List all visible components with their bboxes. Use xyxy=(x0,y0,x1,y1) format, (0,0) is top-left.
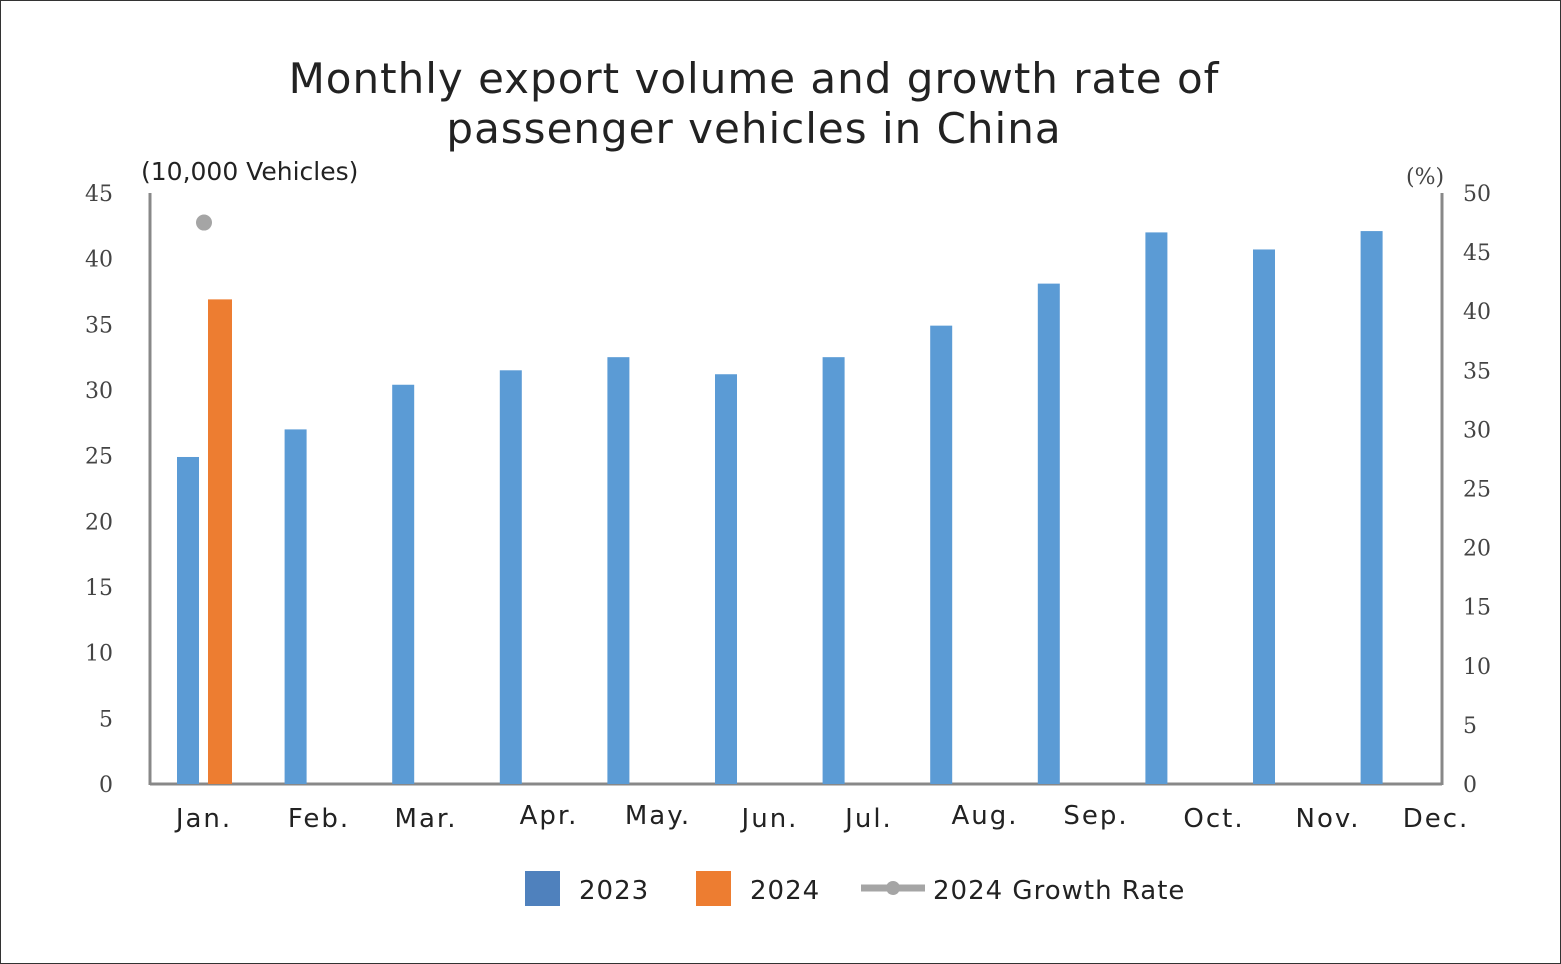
x-tick-label: Aug. xyxy=(951,801,1018,831)
legend-swatch-2024 xyxy=(696,871,731,906)
x-tick-label: Jun. xyxy=(740,804,799,834)
legend-label-growth-rate: 2024 Growth Rate xyxy=(933,876,1185,906)
growth-rate-point xyxy=(196,214,212,231)
y2-tick-label: 50 xyxy=(1463,182,1491,207)
y-tick-label: 45 xyxy=(85,182,113,207)
bar-2023 xyxy=(284,429,307,784)
legend: 2023 2024 2024 Growth Rate xyxy=(525,871,1185,906)
bar-2023 xyxy=(715,374,737,784)
x-tick-label: Jul. xyxy=(843,804,893,834)
legend-label-2023: 2023 xyxy=(579,876,649,906)
legend-swatch-2023 xyxy=(525,871,560,906)
bar-2023 xyxy=(607,357,630,784)
y2-tick-label: 45 xyxy=(1463,241,1491,266)
bar-2023 xyxy=(177,456,199,784)
x-tick-label: Apr. xyxy=(520,801,579,831)
chart-title-line-2: passenger vehicles in China xyxy=(446,104,1061,153)
bar-2023 xyxy=(1253,249,1275,784)
x-tick-label: Oct. xyxy=(1183,804,1244,834)
y-tick-label: 25 xyxy=(85,445,113,470)
y2-tick-label: 20 xyxy=(1463,537,1491,562)
chart-title-line-1: Monthly export volume and growth rate of xyxy=(289,54,1220,103)
bar-2023 xyxy=(392,384,415,784)
x-tick-label: May. xyxy=(625,801,691,831)
bar-2024 xyxy=(208,299,232,784)
legend-marker-growth-rate xyxy=(886,881,900,895)
y2-tick-label: 5 xyxy=(1463,714,1477,739)
x-tick-label: Mar. xyxy=(395,804,458,834)
x-tick-label: Feb. xyxy=(288,804,350,834)
legend-label-2024: 2024 xyxy=(750,876,820,906)
bar-2023 xyxy=(1360,231,1383,784)
y2-axis-label: (%) xyxy=(1406,165,1444,190)
x-tick-label: Dec. xyxy=(1403,804,1470,834)
y-tick-label: 5 xyxy=(99,707,113,732)
y2-tick-label: 25 xyxy=(1463,478,1491,503)
x-tick-label: Nov. xyxy=(1296,804,1361,834)
y2-tick-label: 35 xyxy=(1463,359,1491,384)
y-tick-label: 40 xyxy=(85,248,113,273)
y-tick-label: 20 xyxy=(85,510,113,535)
y2-tick-label: 10 xyxy=(1463,655,1491,680)
bar-2023 xyxy=(1145,232,1168,784)
y-axis-label: (10,000 Vehicles) xyxy=(141,157,358,186)
bar-2023 xyxy=(499,370,522,784)
y-tick-label: 35 xyxy=(85,313,113,338)
y-tick-label: 30 xyxy=(85,379,113,404)
bar-2023 xyxy=(1037,283,1060,784)
y-tick-label: 10 xyxy=(85,642,113,667)
y-tick-label: 0 xyxy=(99,773,113,798)
bar-2023 xyxy=(822,357,845,784)
x-tick-label: Sep. xyxy=(1063,801,1128,831)
x-tick-label: Jan. xyxy=(174,804,232,834)
y-tick-label: 15 xyxy=(85,576,113,601)
y2-tick-label: 0 xyxy=(1463,773,1477,798)
y2-tick-label: 15 xyxy=(1463,596,1491,621)
y2-tick-label: 30 xyxy=(1463,418,1491,443)
bar-2023 xyxy=(930,325,953,784)
y2-tick-label: 40 xyxy=(1463,300,1491,325)
